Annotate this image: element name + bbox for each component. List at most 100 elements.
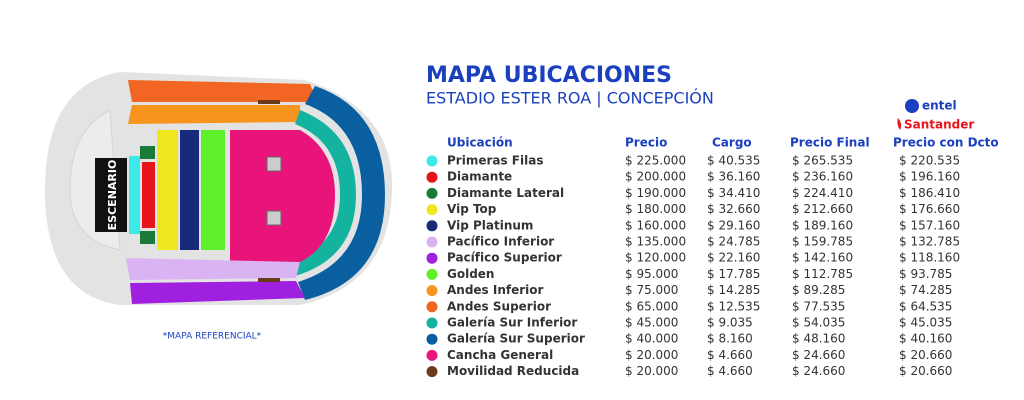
diamante-lateral <box>140 231 155 244</box>
price-cell: $ 45.000 <box>625 316 678 330</box>
stadium-map: ESCENARIO *MAPA REFERENCIAL* <box>45 72 393 342</box>
price-cell: $ 190.000 <box>625 186 686 200</box>
price-cell: $ 20.660 <box>899 364 952 378</box>
price-cell: $ 40.535 <box>707 154 760 168</box>
column-header: Ubicación <box>447 136 513 150</box>
location-name: Golden <box>447 267 494 281</box>
price-cell: $ 14.285 <box>707 283 760 297</box>
galeria-sur-superior <box>298 86 385 300</box>
stage-label: ESCENARIO <box>106 160 119 231</box>
price-cell: $ 64.535 <box>899 299 952 313</box>
andes-inferior <box>128 105 300 124</box>
primeras-filas <box>129 156 140 234</box>
price-cell: $ 17.785 <box>707 267 760 281</box>
price-cell: $ 180.000 <box>625 202 686 216</box>
andes-superior <box>128 80 318 102</box>
price-cell: $ 54.035 <box>792 316 845 330</box>
golden <box>201 130 225 250</box>
pacifico-superior <box>130 281 305 304</box>
price-cell: $ 159.785 <box>792 235 853 249</box>
price-cell: $ 40.160 <box>899 332 952 346</box>
movilidad-reducida <box>258 100 280 104</box>
legend-dot <box>426 236 438 248</box>
location-name: Pacífico Inferior <box>447 235 554 249</box>
price-cell: $ 9.035 <box>707 316 753 330</box>
location-name: Diamante <box>447 170 512 184</box>
price-cell: $ 200.000 <box>625 170 686 184</box>
price-cell: $ 160.000 <box>625 218 686 232</box>
legend-dot <box>426 333 438 345</box>
location-name: Galería Sur Superior <box>447 332 585 346</box>
price-cell: $ 142.160 <box>792 251 853 265</box>
diamante <box>142 162 155 228</box>
price-cell: $ 225.000 <box>625 154 686 168</box>
stage <box>95 158 127 232</box>
column-header: Precio <box>625 136 667 150</box>
price-cell: $ 24.785 <box>707 235 760 249</box>
vip-platinum <box>180 130 199 250</box>
title: MAPA UBICACIONES <box>426 63 672 88</box>
cancha-general <box>230 130 335 262</box>
price-cell: $ 20.000 <box>625 364 678 378</box>
column-header: Precio con Dcto <box>893 136 999 150</box>
price-cell: $ 212.660 <box>792 202 853 216</box>
price-cell: $ 12.535 <box>707 299 760 313</box>
price-cell: $ 120.000 <box>625 251 686 265</box>
price-cell: $ 236.160 <box>792 170 853 184</box>
map-note: *MAPA REFERENCIAL* <box>163 332 262 342</box>
cancha-icon <box>266 156 282 172</box>
price-cell: $ 176.660 <box>899 202 960 216</box>
price-cell: $ 32.660 <box>707 202 760 216</box>
price-cell: $ 22.160 <box>707 251 760 265</box>
price-cell: $ 8.160 <box>707 332 753 346</box>
price-cell: $ 40.000 <box>625 332 678 346</box>
legend-dot <box>426 268 438 280</box>
pacifico-inferior <box>126 258 300 280</box>
galeria-sur-inferior <box>290 110 356 276</box>
price-cell: $ 132.785 <box>899 235 960 249</box>
price-cell: $ 89.285 <box>792 283 845 297</box>
price-cell: $ 157.160 <box>899 218 960 232</box>
price-cell: $ 24.660 <box>792 364 845 378</box>
price-cell: $ 20.660 <box>899 348 952 362</box>
price-cell: $ 112.785 <box>792 267 853 281</box>
price-cell: $ 220.535 <box>899 154 960 168</box>
legend-dot <box>426 349 438 361</box>
location-name: Galería Sur Inferior <box>447 316 577 330</box>
price-cell: $ 224.410 <box>792 186 853 200</box>
cancha-icon <box>266 210 282 226</box>
legend-dot <box>426 171 438 183</box>
price-table: Ubicación Precio Cargo Precio Final Precio c… <box>426 136 999 378</box>
legend-dot <box>426 366 438 378</box>
vip-top <box>157 130 178 250</box>
location-name: Andes Superior <box>447 299 551 313</box>
column-header: Precio Final <box>790 136 870 150</box>
price-cell: $ 95.000 <box>625 267 678 281</box>
entel-label: entel <box>922 99 957 113</box>
price-cell: $ 24.660 <box>792 348 845 362</box>
legend-dot <box>426 317 438 329</box>
location-name: Diamante Lateral <box>447 186 564 200</box>
price-cell: $ 74.285 <box>899 283 952 297</box>
price-cell: $ 29.160 <box>707 218 760 232</box>
subtitle: ESTADIO ESTER ROA | CONCEPCIÓN <box>426 89 714 108</box>
price-cell: $ 135.000 <box>625 235 686 249</box>
price-cell: $ 45.035 <box>899 316 952 330</box>
santander-logo <box>897 118 902 130</box>
price-cell: $ 4.660 <box>707 348 753 362</box>
location-name: Vip Platinum <box>447 218 533 232</box>
legend-dot <box>426 220 438 232</box>
price-cell: $ 20.000 <box>625 348 678 362</box>
location-name: Vip Top <box>447 202 497 216</box>
legend-dot <box>426 204 438 216</box>
diamante-lateral <box>140 146 155 159</box>
price-cell: $ 48.160 <box>792 332 845 346</box>
price-cell: $ 186.410 <box>899 186 960 200</box>
location-name: Cancha General <box>447 348 553 362</box>
entel-logo <box>905 99 919 113</box>
column-header: Cargo <box>712 136 752 150</box>
legend-dot <box>426 155 438 167</box>
